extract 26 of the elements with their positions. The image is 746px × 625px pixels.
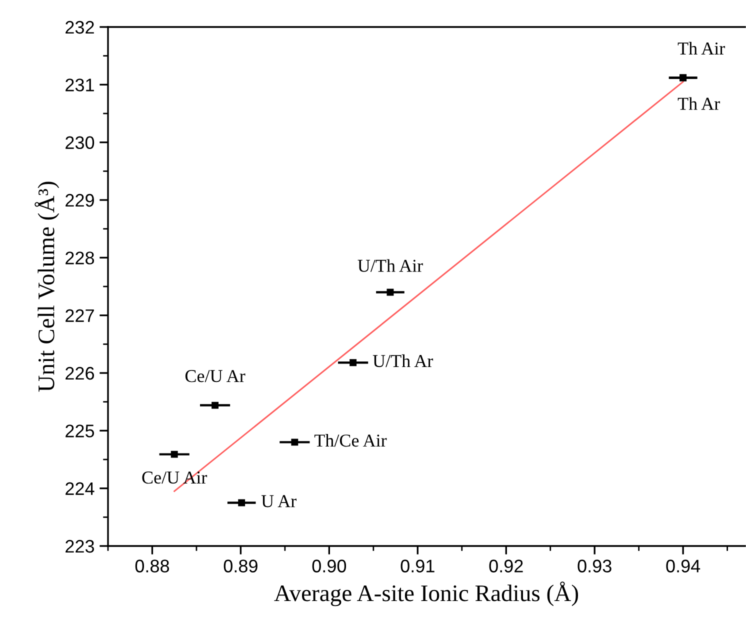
x-tick-label: 0.90 — [312, 560, 346, 572]
y-tick-label: 230 — [66, 136, 94, 150]
y-tick-label: 231 — [66, 78, 94, 92]
annotation: Th/Ce Air — [314, 434, 387, 447]
x-tick-label: 0.91 — [400, 560, 434, 572]
x-tick-label: 0.92 — [489, 560, 523, 572]
annotation: Th Ar — [678, 97, 720, 110]
y-tick-label: 223 — [66, 540, 94, 553]
y-tick-label: 226 — [66, 366, 94, 380]
x-tick-label: 0.88 — [135, 560, 170, 572]
x-axis-title: Average A-site Ionic Radius (Å) — [274, 582, 578, 606]
x-tick-label: 0.94 — [666, 560, 700, 572]
y-tick-label: 229 — [66, 194, 94, 207]
x-tick-label: 0.89 — [224, 560, 258, 572]
y-tick-label: 224 — [66, 482, 94, 495]
annotation: Th Air — [678, 42, 725, 54]
y-tick-label: 225 — [66, 424, 94, 438]
y-tick-label: 227 — [66, 309, 94, 322]
y-tick-label: 232 — [66, 20, 94, 34]
annotation: U/Th Ar — [372, 354, 434, 368]
y-axis-title: Unit Cell Volume (Å³) — [34, 182, 60, 392]
annotation: Ce/U Ar — [185, 370, 246, 382]
y-tick-label: 228 — [66, 252, 94, 264]
annotation: U/Th Air — [358, 259, 423, 272]
x-tick-label: 0.93 — [578, 560, 612, 572]
annotation: U Ar — [261, 495, 296, 508]
